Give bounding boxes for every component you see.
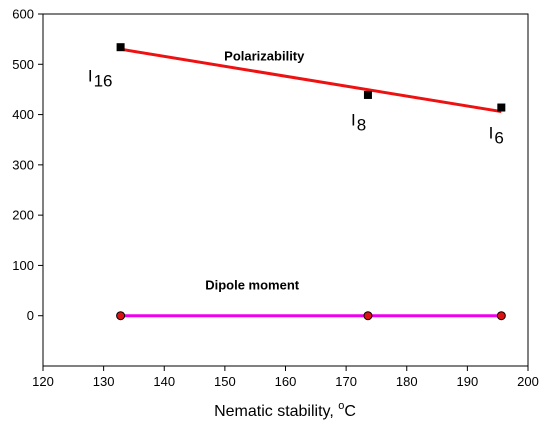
x-axis-title: Nematic stability, oC (214, 400, 356, 420)
annotation-1: Dipole moment (205, 278, 300, 293)
series-0-point-2 (497, 103, 506, 112)
x-tick-label-6: 180 (396, 374, 418, 389)
y-tick-label-5: 500 (12, 57, 34, 72)
plot-frame (42, 13, 529, 367)
point-label-2-main: I (489, 124, 494, 143)
series-markers (116, 43, 506, 321)
series-1-point-2 (496, 311, 506, 321)
y-tick-label-2: 200 (12, 208, 34, 223)
x-tick-label-2: 140 (153, 374, 175, 389)
point-label-0: I16 (88, 66, 113, 90)
y-tick-label-6: 600 (12, 7, 34, 22)
point-label-1-sub: 8 (357, 116, 366, 135)
x-axis-title-degree: o (338, 400, 344, 412)
point-label-0-main: I (88, 66, 93, 85)
point-label-1-main: I (351, 111, 356, 130)
x-tick-label-7: 190 (457, 374, 479, 389)
annotation-0: Polarizability (224, 48, 305, 63)
x-tick-label-4: 160 (275, 374, 297, 389)
x-tick-label-8: 200 (517, 374, 539, 389)
x-axis-title-text: Nematic stability, (214, 403, 338, 420)
axes: 120 130 140 150 160 170 180 190 200 0 100 200 300 400… (12, 7, 539, 390)
y-tick-label-1: 100 (12, 258, 34, 273)
series-0-point-1 (363, 90, 372, 99)
point-label-2-sub: 6 (494, 129, 503, 148)
series-0-line (120, 47, 502, 114)
series-lines (120, 47, 502, 318)
x-tick-label-3: 150 (214, 374, 236, 389)
x-axis-title-unit: C (344, 403, 356, 420)
point-label-1: I8 (351, 111, 366, 135)
x-tick-label-0: 120 (32, 374, 54, 389)
y-tick-label-3: 300 (12, 157, 34, 172)
point-label-2: I6 (489, 124, 504, 148)
series-1-point-0 (116, 311, 126, 321)
y-tick-label-0: 0 (27, 308, 34, 323)
series-1-point-1 (363, 311, 373, 321)
x-tick-label-5: 170 (335, 374, 357, 389)
point-label-0-sub: 16 (94, 71, 113, 90)
series-0-point-0 (116, 43, 125, 52)
x-tick-label-1: 130 (93, 374, 115, 389)
y-tick-label-4: 400 (12, 107, 34, 122)
